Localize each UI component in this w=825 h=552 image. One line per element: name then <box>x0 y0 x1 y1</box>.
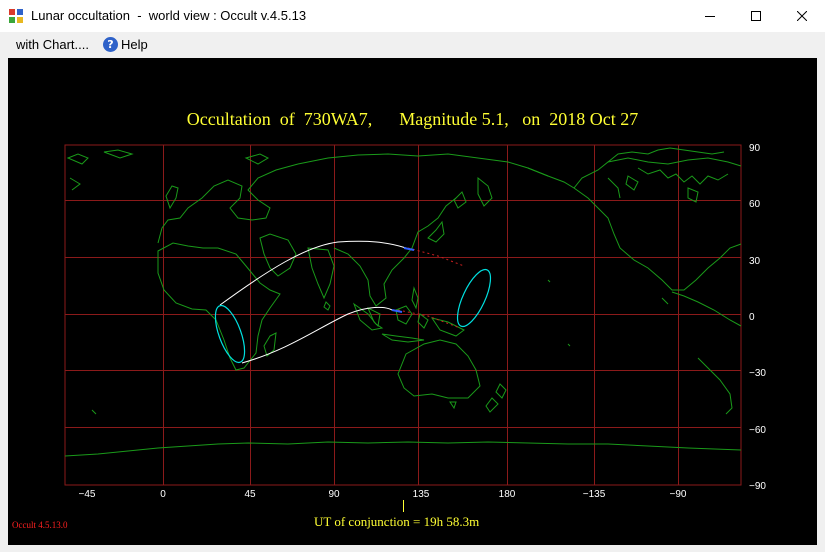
lon-tick-label: 135 <box>413 489 430 500</box>
lon-tick-label: −45 <box>79 489 96 500</box>
lat-tick-label: 0 <box>749 312 755 323</box>
lat-tick-label: −60 <box>749 425 766 436</box>
occultation-path <box>214 240 492 364</box>
world-map: −45 0 45 90 135 180 −135 −90 90 60 30 0 … <box>64 143 766 512</box>
grid-lines <box>65 145 741 485</box>
lat-tick-label: 60 <box>749 199 761 210</box>
app-icon <box>9 9 23 23</box>
latitude-axis: 90 60 30 0 −30 −60 −90 <box>749 143 766 492</box>
lat-tick-label: 90 <box>749 143 761 154</box>
version-label: Occult 4.5.13.0 <box>12 520 68 530</box>
help-icon: ? <box>103 37 118 52</box>
menu-with-chart[interactable]: with Chart.... <box>16 37 89 52</box>
longitude-axis: −45 0 45 90 135 180 −135 −90 <box>79 489 687 500</box>
menu-bar: with Chart.... Help <box>0 32 825 57</box>
maximize-icon <box>751 11 761 21</box>
chart-title: Occultation of 730WA7, Magnitude 5.1, on… <box>186 109 639 129</box>
lon-tick-label: 180 <box>499 489 516 500</box>
minimize-icon <box>705 16 715 17</box>
coastlines <box>64 147 742 457</box>
lon-tick-label: 90 <box>328 489 340 500</box>
close-button[interactable] <box>779 0 825 32</box>
lon-tick-label: 0 <box>160 489 166 500</box>
lat-tick-label: −30 <box>749 368 766 379</box>
ut-conjunction-label: UT of conjunction = 19h 58.3m <box>314 514 480 529</box>
world-map-canvas[interactable]: Occultation of 730WA7, Magnitude 5.1, on… <box>8 58 817 545</box>
title-bar: Lunar occultation - world view : Occult … <box>0 0 825 32</box>
lon-tick-label: −135 <box>583 489 606 500</box>
lat-tick-label: 30 <box>749 256 761 267</box>
lon-tick-label: 45 <box>244 489 256 500</box>
menu-help[interactable]: Help <box>121 37 148 52</box>
maximize-button[interactable] <box>733 0 779 32</box>
close-icon <box>797 11 807 21</box>
minimize-button[interactable] <box>687 0 733 32</box>
lon-tick-label: −90 <box>670 489 687 500</box>
lat-tick-label: −90 <box>749 481 766 492</box>
window-title: Lunar occultation - world view : Occult … <box>31 8 307 23</box>
